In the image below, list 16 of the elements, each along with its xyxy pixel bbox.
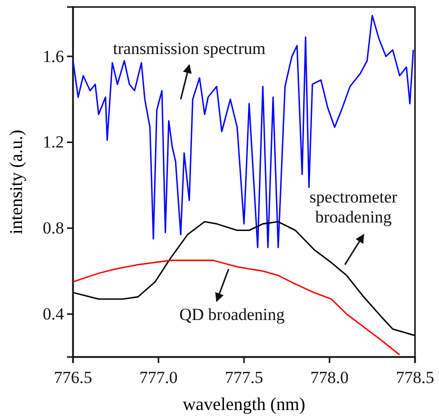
x-axis-title: wavelength (nm) (182, 394, 306, 414)
x-tick-label: 777.0 (139, 368, 178, 387)
line-series (73, 14, 414, 248)
y-tick-label: 0.4 (42, 304, 64, 324)
y-tick-label: 1.2 (42, 132, 64, 152)
line-series (73, 260, 400, 356)
x-tick-label: 777.5 (224, 368, 264, 387)
annotation: QD broadening (179, 305, 286, 324)
y-axis-title: intensity (a.u.) (6, 130, 26, 234)
x-tick-label: 778.5 (396, 368, 434, 387)
annotation: transmission spectrum (113, 38, 266, 58)
x-tick-label: 778.0 (310, 368, 349, 387)
x-tick-label: 776.5 (54, 368, 92, 387)
annotation: spectrometer broadening (310, 188, 398, 227)
y-tick-label: 0.8 (42, 218, 64, 238)
y-tick-label: 1.6 (42, 46, 64, 66)
